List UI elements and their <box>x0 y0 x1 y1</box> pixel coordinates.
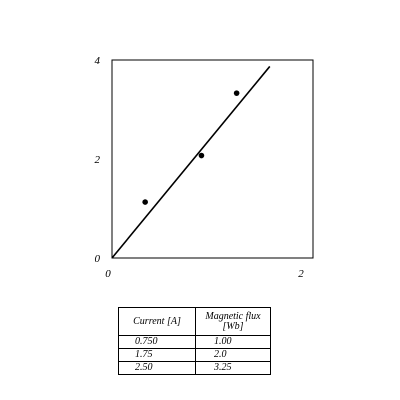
x-tick-label: 0 <box>105 268 111 280</box>
plot-frame <box>111 59 314 259</box>
cell-flux: 3.25 <box>195 361 271 375</box>
table-row: 1.75 2.0 <box>118 348 271 362</box>
data-point-3 <box>233 90 240 96</box>
cell-current: 0.750 <box>118 335 196 349</box>
cell-flux: 2.0 <box>195 348 271 362</box>
y-tick-label: 0 <box>95 253 101 265</box>
data-point-1 <box>142 199 148 205</box>
fit-line <box>111 65 271 259</box>
x-tick-label: 2 <box>298 268 304 280</box>
y-tick-labels: 0 2 4 <box>95 55 101 265</box>
y-tick-label: 2 <box>95 154 101 166</box>
table-row: 2.50 3.25 <box>118 361 271 375</box>
data-point-2 <box>198 152 205 159</box>
table-header-row: Current [A] Magnetic flux [Wb] <box>118 307 271 336</box>
data-points <box>142 90 240 205</box>
data-table: Current [A] Magnetic flux [Wb] 0.750 1.0… <box>118 307 271 375</box>
header-magnetic-flux: Magnetic flux [Wb] <box>195 307 271 336</box>
header-current: Current [A] <box>118 307 196 336</box>
cell-current: 2.50 <box>118 361 196 375</box>
y-tick-label: 4 <box>95 55 101 67</box>
table-row: 0.750 1.00 <box>118 335 271 349</box>
cell-current: 1.75 <box>118 348 196 362</box>
cell-flux: 1.00 <box>195 335 271 349</box>
